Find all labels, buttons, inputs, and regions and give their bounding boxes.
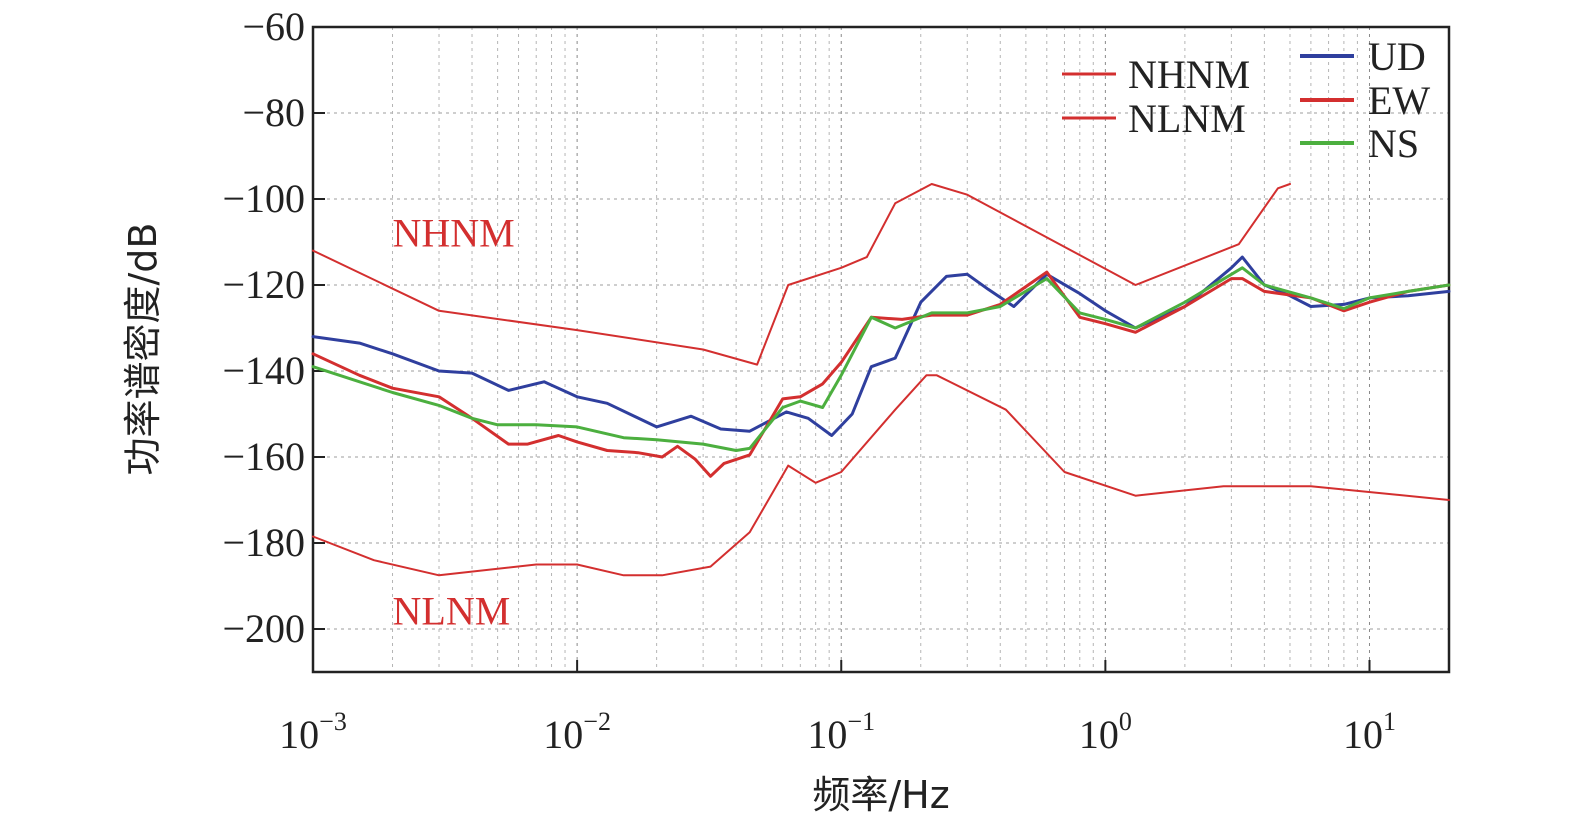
axis-ticks: −60 −80 −100 −120 −140 −160 −180 −200 10−3 10−2 10… xyxy=(222,4,1396,757)
annotation-nhnm: NHNM xyxy=(393,210,515,255)
grid xyxy=(312,26,1450,672)
x-tick-label: 10−1 xyxy=(807,707,875,757)
series-line-ud xyxy=(311,255,1451,437)
y-tick-label: −140 xyxy=(222,348,305,393)
y-tick-label: −100 xyxy=(222,176,305,221)
y-tick-label: −80 xyxy=(242,90,305,135)
y-tick-label: −60 xyxy=(242,4,305,49)
y-tick-label: −160 xyxy=(222,434,305,479)
x-tick-label: 100 xyxy=(1079,707,1132,757)
annotation-nlnm: NLNM xyxy=(393,589,511,634)
x-tick-label: 10−2 xyxy=(543,707,611,757)
x-axis-label: 频率/Hz xyxy=(812,773,949,817)
series-layer xyxy=(311,183,1451,577)
annotations: NHNM NLNM xyxy=(393,210,515,633)
plot-frame xyxy=(311,25,1451,674)
series-line-nlnm xyxy=(312,374,1450,577)
x-tick-label: 10−3 xyxy=(279,707,347,757)
y-axis-label: 功率谱密度/dB xyxy=(121,223,165,476)
legend-label-ns: NS xyxy=(1368,121,1419,166)
y-tick-label: −120 xyxy=(222,262,305,307)
series-line-ns xyxy=(311,266,1451,452)
legend-label-nlnm: NLNM xyxy=(1128,96,1246,141)
series-line-ew xyxy=(311,270,1451,478)
y-tick-label: −180 xyxy=(222,520,305,565)
x-tick-label: 101 xyxy=(1343,707,1396,757)
legend-label-nhnm: NHNM xyxy=(1128,52,1250,97)
y-tick-label: −200 xyxy=(222,606,305,651)
legend-label-ew: EW xyxy=(1368,78,1430,123)
legend-label-ud: UD xyxy=(1368,34,1426,79)
series-line-nhnm xyxy=(312,183,1291,366)
